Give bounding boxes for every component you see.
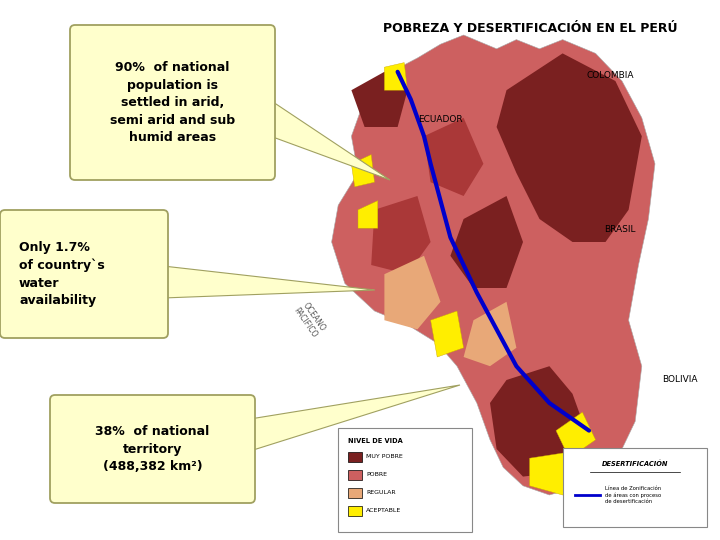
Polygon shape — [431, 311, 464, 357]
Polygon shape — [250, 385, 460, 451]
FancyBboxPatch shape — [348, 452, 362, 462]
FancyBboxPatch shape — [290, 0, 720, 540]
Text: BRASIL: BRASIL — [604, 226, 636, 234]
Polygon shape — [451, 196, 523, 288]
FancyBboxPatch shape — [348, 506, 362, 516]
FancyBboxPatch shape — [348, 470, 362, 480]
Text: NIVEL DE VIDA: NIVEL DE VIDA — [348, 438, 402, 444]
Text: 38%  of national
territory
(488,382 km²): 38% of national territory (488,382 km²) — [95, 425, 210, 473]
Text: CHILE: CHILE — [607, 470, 633, 480]
FancyBboxPatch shape — [50, 395, 255, 503]
FancyBboxPatch shape — [70, 25, 275, 180]
Polygon shape — [351, 154, 374, 187]
Text: ECUADOR: ECUADOR — [418, 116, 462, 125]
Text: 90%  of national
population is
settled in arid,
semi arid and sub
humid areas: 90% of national population is settled in… — [110, 61, 235, 144]
Polygon shape — [358, 200, 378, 228]
Polygon shape — [351, 72, 408, 127]
Polygon shape — [163, 266, 375, 298]
FancyBboxPatch shape — [563, 448, 707, 527]
Polygon shape — [372, 196, 431, 274]
Text: MUY POBRE: MUY POBRE — [366, 455, 402, 460]
Polygon shape — [556, 412, 595, 458]
Text: POBRE: POBRE — [366, 472, 387, 477]
Text: OCEANO
PACIFICO: OCEANO PACIFICO — [292, 300, 328, 340]
Polygon shape — [332, 35, 655, 495]
Text: COLOMBIA: COLOMBIA — [586, 71, 634, 79]
Text: Only 1.7%
of country`s
water
availability: Only 1.7% of country`s water availabilit… — [19, 241, 104, 307]
FancyBboxPatch shape — [0, 210, 168, 338]
Text: POBREZA Y DESERTIFICACIÓN EN EL PERÚ: POBREZA Y DESERTIFICACIÓN EN EL PERÚ — [383, 22, 678, 35]
Polygon shape — [464, 302, 516, 366]
Polygon shape — [424, 118, 483, 196]
Text: ACEPTABLE: ACEPTABLE — [366, 509, 401, 514]
FancyBboxPatch shape — [338, 428, 472, 532]
Text: DESERTIFICACIÓN: DESERTIFICACIÓN — [602, 460, 668, 467]
Polygon shape — [497, 53, 642, 242]
Polygon shape — [490, 366, 589, 477]
Polygon shape — [384, 63, 408, 90]
Polygon shape — [384, 256, 441, 329]
FancyBboxPatch shape — [348, 488, 362, 498]
Text: REGULAR: REGULAR — [366, 490, 395, 496]
Text: BOLIVIA: BOLIVIA — [662, 375, 698, 384]
Polygon shape — [530, 449, 602, 495]
Text: Línea de Zonificación
de áreas con proceso
de desertificación: Línea de Zonificación de áreas con proce… — [605, 486, 661, 504]
Polygon shape — [270, 100, 390, 180]
